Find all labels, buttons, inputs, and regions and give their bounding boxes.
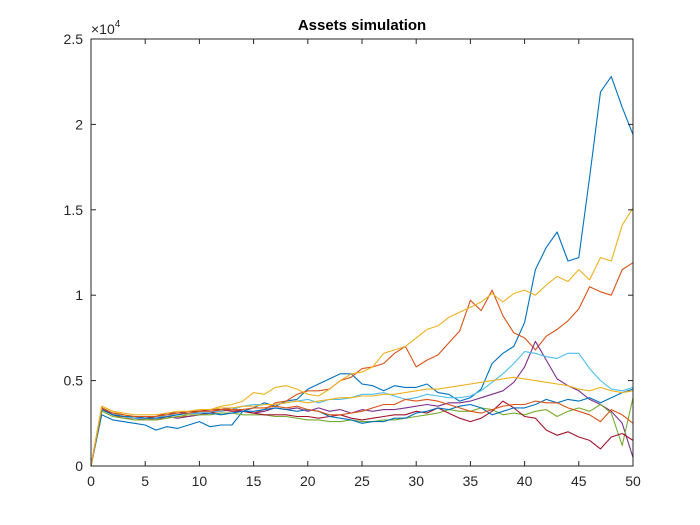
y-tick-label: 1 — [75, 287, 83, 303]
y-tick-label: 0 — [75, 458, 83, 474]
x-tick-label: 20 — [300, 473, 316, 489]
tick-layer: 0 5 10 15 20 25 30 35 40 45 50 0 0.5 1 1.5 2 2.5 — [64, 31, 641, 489]
y-tick-label: 2 — [75, 116, 83, 132]
series-line-7 — [90, 400, 634, 467]
x-tick-label: 15 — [246, 473, 262, 489]
x-tick-label: 35 — [463, 473, 479, 489]
series-line-5 — [90, 397, 634, 467]
chart-title: Assets simulation — [298, 17, 426, 34]
series-line-10 — [90, 376, 634, 467]
x-tick-label: 45 — [571, 473, 587, 489]
series-line-1 — [90, 76, 634, 467]
series-line-4 — [90, 340, 634, 467]
series-line-3 — [90, 207, 634, 467]
y-multiplier-exponent: 4 — [115, 19, 121, 30]
x-tick-label: 25 — [354, 473, 370, 489]
y-tick-label: 0.5 — [64, 373, 84, 389]
plot-area — [91, 39, 633, 466]
y-tick-label: 1.5 — [64, 202, 84, 218]
y-tick-label: 2.5 — [64, 31, 84, 47]
x-tick-label: 10 — [192, 473, 208, 489]
x-tick-label: 50 — [625, 473, 641, 489]
series-line-9 — [90, 398, 634, 467]
x-tick-label: 30 — [408, 473, 424, 489]
x-tick-label: 5 — [141, 473, 149, 489]
series-line-8 — [90, 388, 634, 467]
y-multiplier: ×104 — [91, 19, 121, 37]
x-tick-label: 0 — [87, 473, 95, 489]
x-tick-label: 40 — [517, 473, 533, 489]
y-multiplier-base: ×10 — [91, 21, 115, 37]
